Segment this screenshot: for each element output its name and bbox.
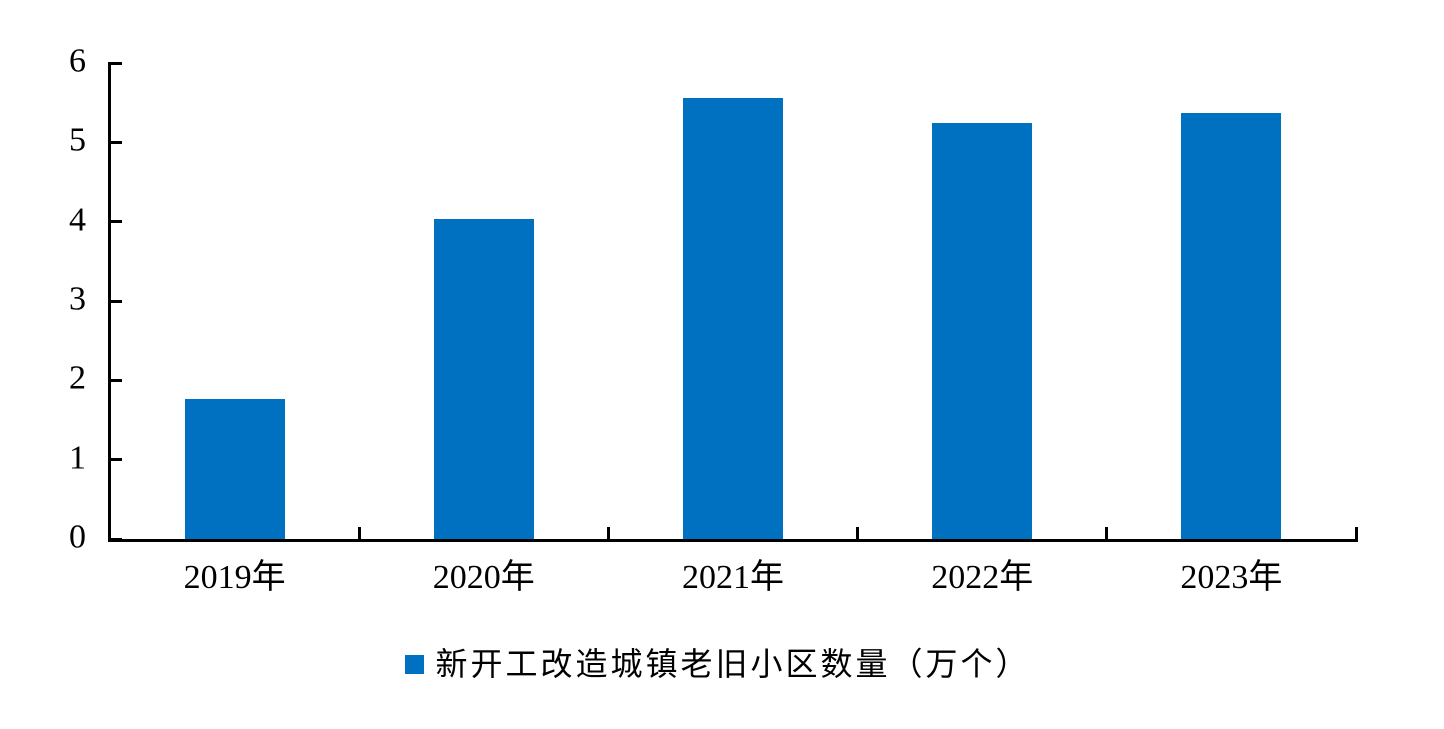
y-tick-label: 6 [69,42,86,80]
x-axis-line [108,539,1358,542]
x-tick [1354,527,1358,539]
y-tick-label: 0 [69,518,86,556]
bar-2021年 [683,97,783,539]
y-axis-line [108,62,111,542]
x-tick [357,527,361,539]
bar-2020年 [433,219,534,539]
y-tick [110,61,122,65]
y-tick-label: 3 [69,280,86,318]
bar-2023年 [1181,112,1282,539]
plot-area [110,61,1358,541]
y-tick [110,537,122,541]
legend: 新开工改造城镇老旧小区数量（万个） [0,645,1436,683]
x-tick-label: 2019年 [183,559,286,596]
x-tick [1105,527,1109,539]
y-tick [110,220,122,224]
y-tick [110,140,122,144]
y-tick [110,458,122,462]
y-tick-label: 2 [69,359,86,397]
y-tick-label: 5 [69,121,86,159]
y-tick-label: 1 [69,438,86,476]
x-tick-label: 2022年 [931,559,1034,596]
y-tick-label: 4 [69,200,86,238]
x-tick [606,527,610,539]
x-tick-label: 2020年 [432,559,535,596]
legend-label: 新开工改造城镇老旧小区数量（万个） [435,646,1031,682]
legend-marker-swatch [405,654,425,674]
x-tick-label: 2021年 [682,559,784,596]
x-tick [856,527,860,539]
x-tick-label: 2023年 [1180,559,1283,596]
y-tick [110,378,122,382]
bar-2022年 [932,122,1033,539]
bar-2019年 [184,399,285,539]
y-tick [110,299,122,303]
